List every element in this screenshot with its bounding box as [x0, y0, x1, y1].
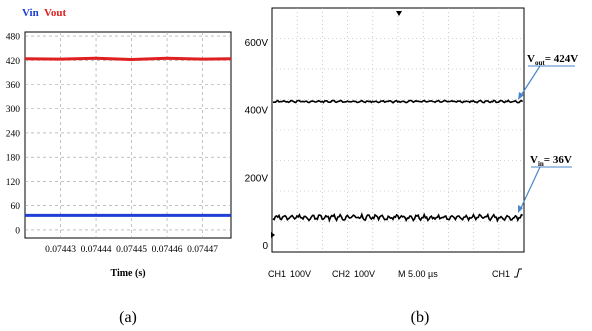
- y-tick-label-a: 480: [6, 33, 21, 43]
- legend-vout: Vout: [44, 7, 67, 19]
- readout-ch1: CH1: [268, 269, 286, 279]
- readout-timebase: M 5.00 µs: [398, 269, 438, 279]
- vout-arrow: [519, 65, 541, 98]
- x-tick-label-a: 0.07445: [116, 245, 147, 255]
- scope-bottom-readout: CH1 100V CH2 100V M 5.00 µs CH1: [268, 268, 522, 279]
- readout-ch2: CH2: [332, 269, 350, 279]
- legend-vin: Vin: [22, 7, 39, 19]
- y-tick-label-b: 200V: [245, 173, 269, 184]
- y-tick-label-a: 0: [15, 226, 20, 236]
- x-tick-labels-a: 0.07443 0.07444 0.07445 0.07446 0.07447: [45, 245, 218, 255]
- vout-annotation-value: = 424V: [545, 53, 579, 65]
- y-tick-label-a: 420: [6, 57, 21, 67]
- x-tick-label-a: 0.07446: [152, 245, 183, 255]
- y-tick-label-b: 400V: [245, 106, 269, 117]
- vin-annotation-main: V: [530, 154, 538, 166]
- rising-edge-trigger-icon: [514, 268, 522, 278]
- ground-level-marker: [271, 232, 275, 238]
- panel-b-oscilloscope: 600V 400V 200V 0 Vout= 424V Vin= 36V CH1 10…: [245, 7, 578, 326]
- vin-annotation-sub: in: [538, 160, 544, 168]
- plot-area-a: [24, 31, 232, 239]
- y-tick-label-a: 60: [11, 202, 21, 212]
- vin-arrowhead-icon: [518, 205, 523, 213]
- y-tick-labels-b: 600V 400V 200V 0: [245, 38, 269, 252]
- y-tick-labels-a: 0 60 120 180 240 300 360 420 480: [6, 33, 21, 237]
- annotation-vout: Vout= 424V: [518, 53, 578, 100]
- x-tick-label-a: 0.07444: [81, 245, 112, 255]
- vin-annotation-value: = 36V: [544, 154, 572, 166]
- y-tick-label-a: 360: [6, 81, 21, 91]
- readout-trigger-source: CH1: [492, 269, 510, 279]
- vin-arrow: [519, 166, 541, 211]
- scope-trace-vout: [273, 99, 524, 104]
- series-a: [24, 56, 232, 217]
- trigger-position-marker: [396, 11, 402, 16]
- y-tick-label-a: 300: [6, 105, 21, 115]
- y-tick-label-a: 240: [6, 129, 21, 139]
- svg-text:Vout= 424V: Vout= 424V: [527, 53, 578, 67]
- series-line-vout: [24, 56, 232, 62]
- x-tick-label-a: 0.07447: [187, 245, 218, 255]
- gridlines-b: [272, 8, 524, 252]
- vout-arrowhead-icon: [518, 92, 524, 100]
- y-tick-label-a: 120: [6, 178, 21, 188]
- y-tick-label-a: 180: [6, 154, 21, 164]
- x-axis-label-a: Time (s): [110, 268, 145, 279]
- panel-label-b: (b): [411, 309, 430, 326]
- scope-traces: [272, 99, 524, 223]
- scope-trace-vin: [272, 211, 524, 223]
- vout-annotation-sub: out: [535, 59, 545, 67]
- readout-ch1-scale: 100V: [290, 269, 311, 279]
- panel-a-simulation-plot: Vin Vout 0 60 120 180 240 300 360 420 480 0.0744…: [6, 7, 232, 326]
- y-tick-label-b: 0: [262, 241, 268, 252]
- y-tick-label-b: 600V: [245, 38, 269, 49]
- readout-ch2-scale: 100V: [354, 269, 375, 279]
- x-tick-label-a: 0.07443: [45, 245, 76, 255]
- annotation-vin: Vin= 36V: [518, 154, 572, 213]
- panel-label-a: (a): [119, 309, 137, 326]
- svg-text:Vin= 36V: Vin= 36V: [530, 154, 572, 168]
- vout-annotation-main: V: [527, 53, 535, 65]
